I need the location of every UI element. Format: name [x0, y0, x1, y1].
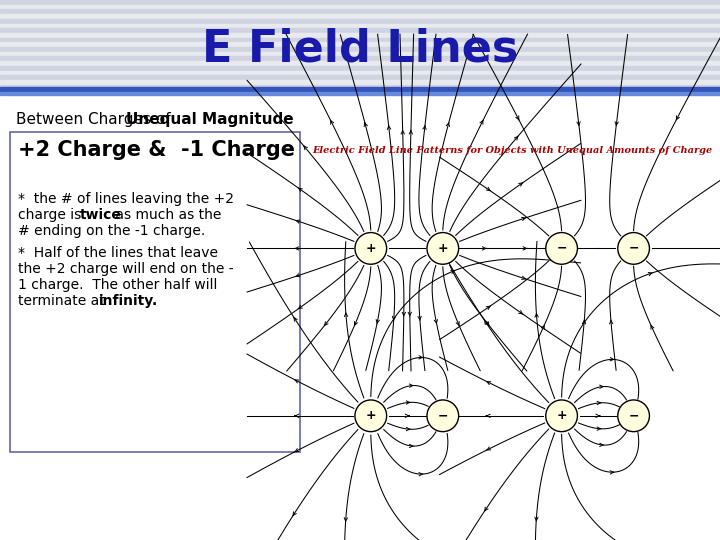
Text: twice: twice — [80, 208, 122, 222]
Text: −: − — [557, 242, 567, 255]
Circle shape — [427, 233, 459, 264]
Bar — [0, 75, 720, 80]
Text: as much as the: as much as the — [111, 208, 221, 222]
Circle shape — [546, 400, 577, 431]
Text: −: − — [438, 409, 448, 422]
Circle shape — [355, 400, 387, 431]
Bar — [0, 94, 720, 540]
Bar — [0, 52, 720, 56]
Bar — [0, 85, 720, 89]
Text: +: + — [366, 242, 376, 255]
Bar — [0, 14, 720, 19]
Text: 1 charge.  The other half will: 1 charge. The other half will — [18, 278, 217, 292]
Text: +: + — [557, 409, 567, 422]
Text: E Field Lines: E Field Lines — [202, 28, 518, 70]
Bar — [0, 5, 720, 9]
Text: −: − — [629, 409, 639, 422]
Bar — [0, 71, 720, 75]
Text: infinity.: infinity. — [99, 294, 158, 308]
Bar — [0, 89, 720, 94]
Text: Electric Field Line Patterns for Objects with Unequal Amounts of Charge: Electric Field Line Patterns for Objects… — [312, 146, 712, 155]
Text: +: + — [366, 409, 376, 422]
Bar — [0, 19, 720, 24]
Text: # ending on the -1 charge.: # ending on the -1 charge. — [18, 224, 205, 238]
Circle shape — [355, 233, 387, 264]
Circle shape — [618, 400, 649, 431]
Text: Unequal Magnitude: Unequal Magnitude — [126, 112, 294, 127]
Bar — [0, 33, 720, 38]
Circle shape — [546, 233, 577, 264]
FancyBboxPatch shape — [10, 132, 300, 452]
Text: −: − — [629, 242, 639, 255]
Bar — [0, 28, 720, 33]
Bar — [0, 56, 720, 61]
Text: charge is: charge is — [18, 208, 86, 222]
Circle shape — [618, 233, 649, 264]
Bar — [0, 38, 720, 42]
Text: +: + — [438, 242, 448, 255]
Text: *  the # of lines leaving the +2: * the # of lines leaving the +2 — [18, 192, 234, 206]
Bar — [0, 92, 720, 95]
Text: terminate at: terminate at — [18, 294, 109, 308]
Bar — [0, 87, 720, 92]
Text: Between Charges of: Between Charges of — [16, 112, 176, 127]
Text: +2 Charge &  -1 Charge: +2 Charge & -1 Charge — [18, 140, 295, 160]
Circle shape — [427, 400, 459, 431]
Text: *  Half of the lines that leave: * Half of the lines that leave — [18, 246, 218, 260]
Bar — [0, 0, 720, 5]
Bar — [0, 9, 720, 14]
Text: the +2 charge will end on the -: the +2 charge will end on the - — [18, 262, 233, 276]
Bar — [0, 61, 720, 66]
Bar — [0, 66, 720, 71]
Bar — [0, 24, 720, 28]
Bar — [0, 47, 720, 52]
Bar — [0, 80, 720, 85]
Bar — [0, 42, 720, 47]
